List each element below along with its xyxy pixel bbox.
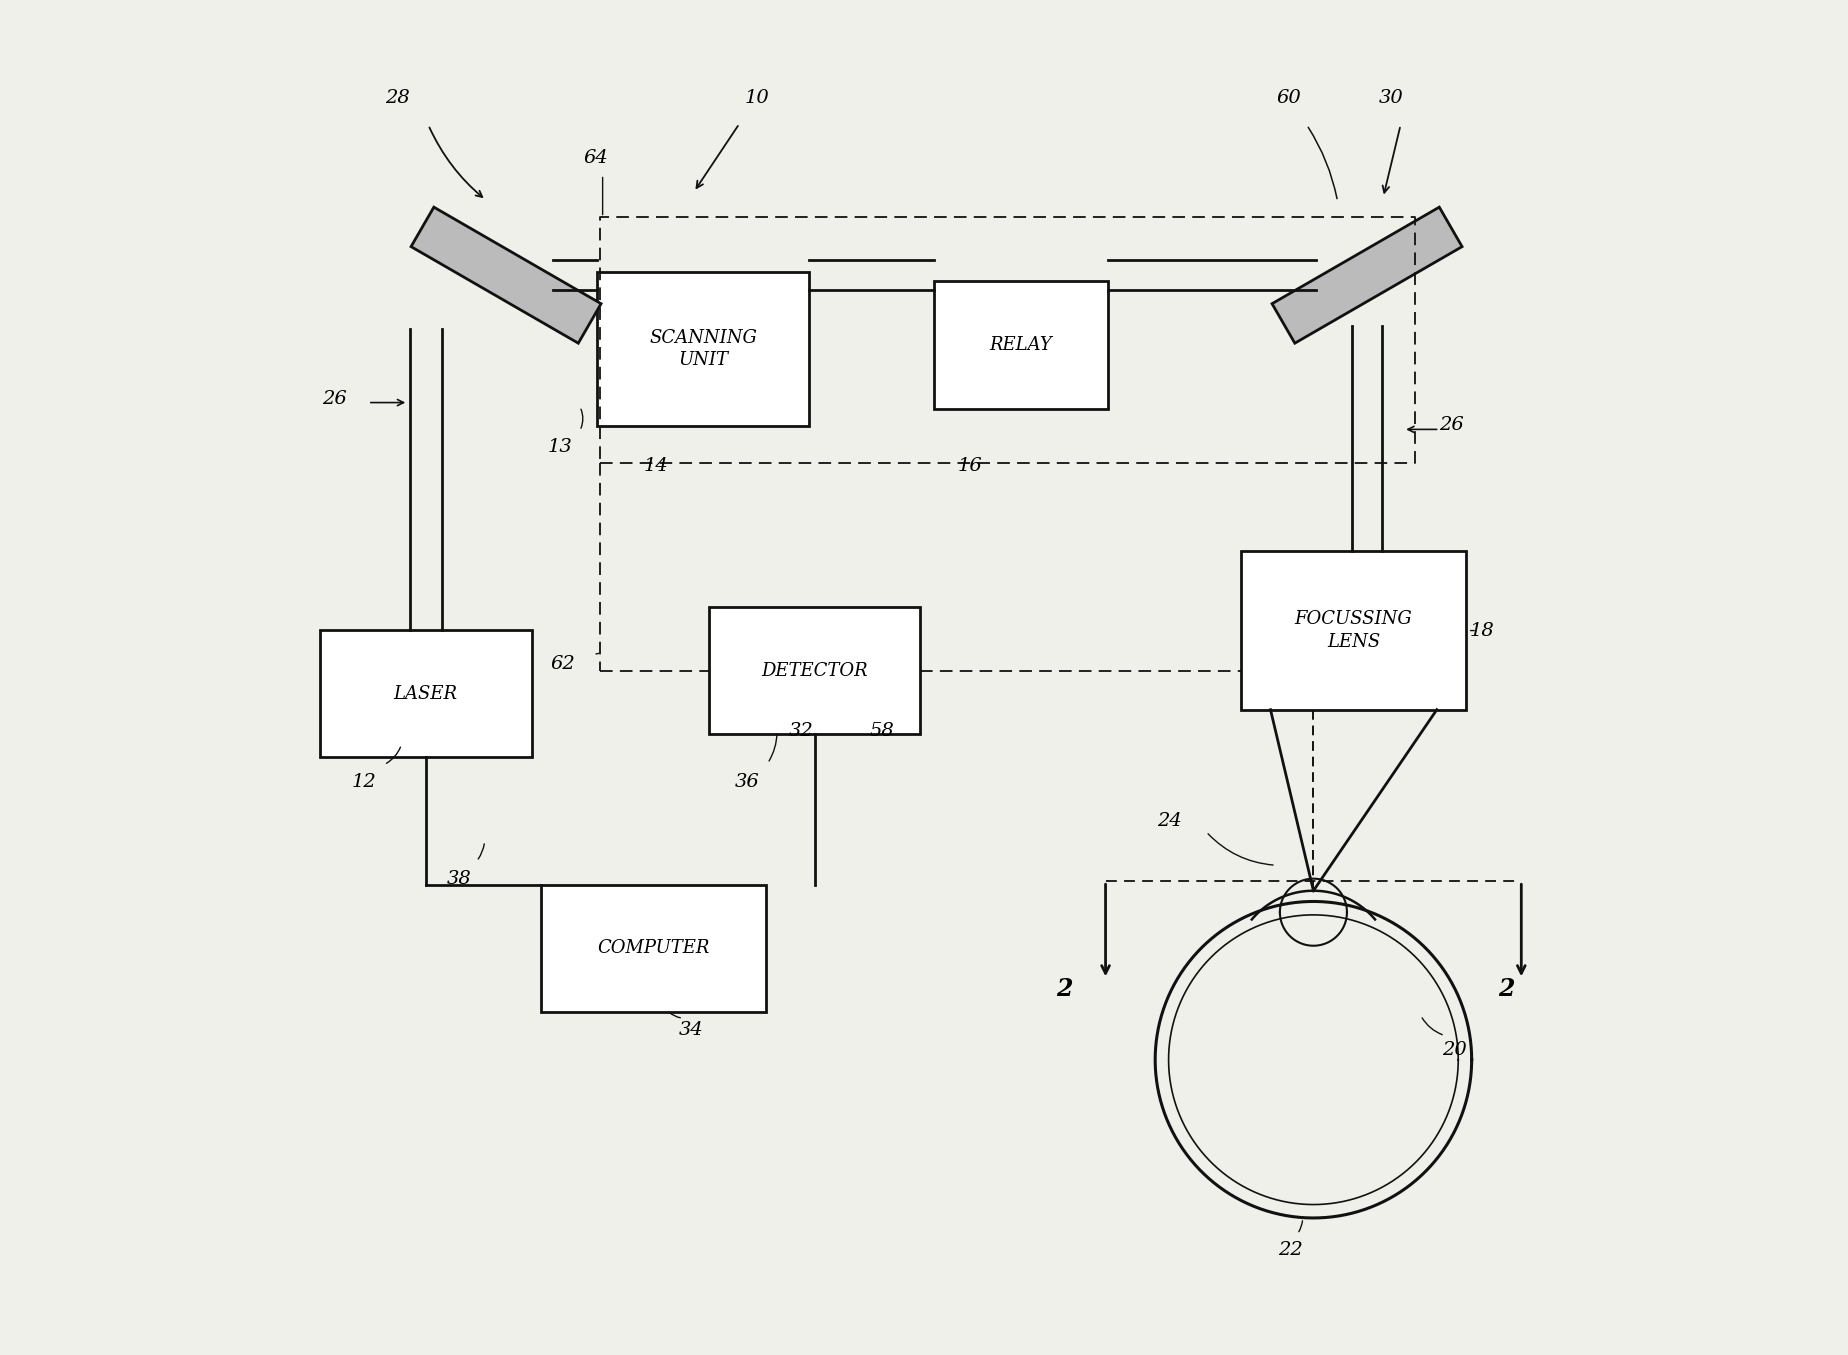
Text: 32: 32 <box>789 722 813 740</box>
Text: 12: 12 <box>351 774 377 791</box>
Polygon shape <box>410 207 601 343</box>
Text: 10: 10 <box>745 89 769 107</box>
Text: 20: 20 <box>1441 1042 1465 1060</box>
Text: 38: 38 <box>447 870 471 888</box>
Text: 13: 13 <box>547 438 571 455</box>
Text: 16: 16 <box>957 457 981 474</box>
Text: 24: 24 <box>1157 812 1181 831</box>
Text: 36: 36 <box>736 774 760 791</box>
Text: 64: 64 <box>584 149 608 168</box>
FancyBboxPatch shape <box>541 885 765 1012</box>
Text: 26: 26 <box>1438 416 1464 435</box>
FancyBboxPatch shape <box>1240 551 1465 710</box>
Text: 30: 30 <box>1379 89 1403 107</box>
Text: 62: 62 <box>549 654 575 673</box>
FancyBboxPatch shape <box>708 607 920 734</box>
Text: RELAY: RELAY <box>989 336 1052 354</box>
Text: 26: 26 <box>322 389 347 408</box>
Text: DETECTOR: DETECTOR <box>761 661 867 680</box>
Text: LASER: LASER <box>394 684 456 703</box>
Text: 22: 22 <box>1277 1241 1303 1259</box>
Text: 18: 18 <box>1469 622 1493 640</box>
Text: 2: 2 <box>1497 977 1514 1000</box>
Text: 28: 28 <box>384 89 410 107</box>
Text: COMPUTER: COMPUTER <box>597 939 710 958</box>
Text: 60: 60 <box>1277 89 1301 107</box>
FancyBboxPatch shape <box>933 282 1107 409</box>
FancyBboxPatch shape <box>597 272 809 425</box>
Text: 2: 2 <box>1055 977 1072 1000</box>
FancyBboxPatch shape <box>320 630 530 757</box>
Text: 34: 34 <box>678 1022 702 1039</box>
Text: SCANNING
UNIT: SCANNING UNIT <box>649 329 756 369</box>
Text: 14: 14 <box>643 457 669 474</box>
Text: 58: 58 <box>869 722 893 740</box>
Polygon shape <box>1271 207 1462 343</box>
Text: FOCUSSING
LENS: FOCUSSING LENS <box>1294 611 1412 650</box>
